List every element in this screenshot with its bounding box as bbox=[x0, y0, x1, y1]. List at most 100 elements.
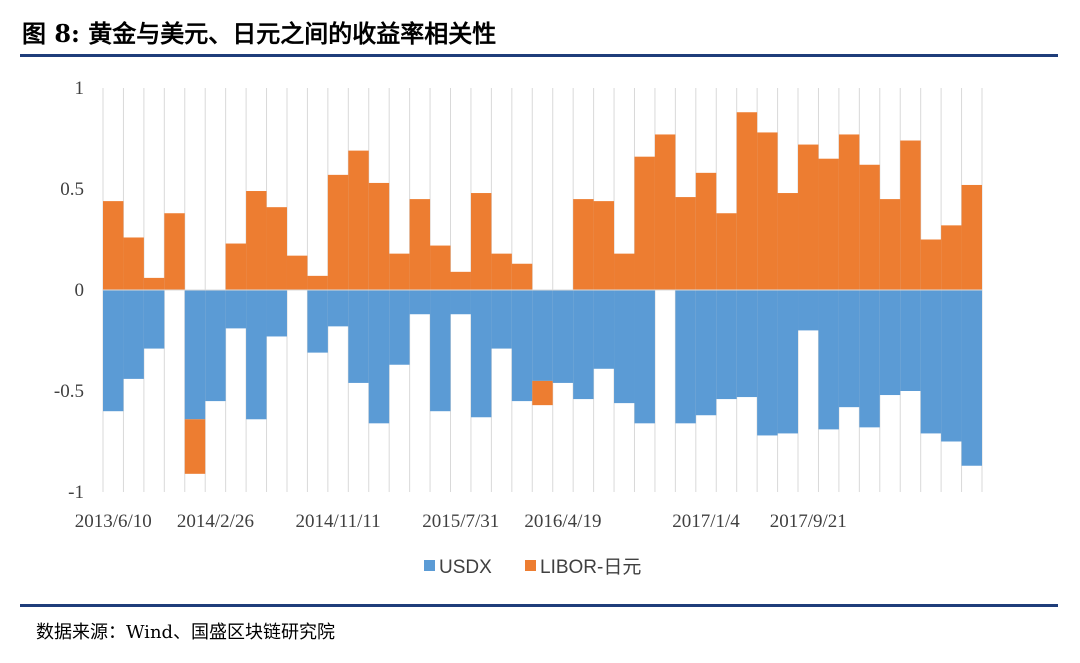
bar-libor-jpy bbox=[286, 255, 308, 290]
bar-usdx bbox=[327, 290, 349, 327]
bar-usdx bbox=[246, 290, 267, 420]
bar-libor-jpy bbox=[777, 193, 799, 290]
bar-usdx bbox=[266, 290, 287, 337]
bar-libor-jpy bbox=[123, 237, 144, 290]
bar-usdx bbox=[695, 290, 717, 416]
bar-libor-jpy bbox=[614, 253, 635, 290]
bar-usdx bbox=[348, 290, 369, 383]
y-tick-label: 1 bbox=[75, 78, 85, 99]
bar-libor-jpy bbox=[818, 158, 839, 290]
top-rule bbox=[20, 54, 1058, 57]
bar-usdx bbox=[511, 290, 533, 402]
bar-libor-jpy bbox=[941, 225, 962, 290]
bar-usdx bbox=[225, 290, 247, 329]
bar-libor-jpy bbox=[389, 253, 410, 290]
bar-libor-jpy bbox=[532, 380, 553, 406]
bar-libor-jpy bbox=[511, 263, 533, 290]
bar-usdx bbox=[143, 290, 165, 349]
bar-usdx bbox=[593, 290, 615, 369]
bar-usdx bbox=[879, 290, 901, 396]
x-tick-label: 2017/1/4 bbox=[672, 511, 740, 532]
bar-libor-jpy bbox=[920, 239, 942, 290]
bar-usdx bbox=[430, 290, 451, 412]
bar-libor-jpy bbox=[798, 144, 819, 290]
bar-libor-jpy bbox=[573, 199, 594, 290]
bar-usdx bbox=[450, 290, 471, 315]
bar-libor-jpy bbox=[225, 243, 247, 290]
bar-usdx bbox=[491, 290, 512, 349]
legend: USDX LIBOR-日元 bbox=[424, 557, 641, 578]
bar-usdx bbox=[798, 290, 819, 331]
bar-libor-jpy bbox=[184, 419, 206, 474]
bar-libor-jpy bbox=[757, 132, 778, 290]
bar-usdx bbox=[777, 290, 799, 434]
bar-usdx bbox=[307, 290, 328, 353]
bar-usdx bbox=[614, 290, 635, 404]
bar-libor-jpy bbox=[164, 213, 185, 290]
legend-label: USDX bbox=[439, 557, 492, 578]
bar-libor-jpy bbox=[654, 134, 676, 290]
x-tick-label: 2014/11/11 bbox=[296, 511, 381, 532]
bar-usdx bbox=[205, 290, 226, 402]
bar-libor-jpy bbox=[143, 277, 165, 290]
bar-usdx bbox=[838, 290, 860, 408]
bar-libor-jpy bbox=[634, 156, 655, 290]
bar-usdx bbox=[470, 290, 492, 418]
figure-title: 图 8: 黄金与美元、日元之间的收益率相关性 bbox=[22, 19, 497, 48]
bar-libor-jpy bbox=[859, 164, 880, 290]
x-tick-label: 2013/6/10 bbox=[75, 511, 152, 532]
x-tick-label: 2015/7/31 bbox=[422, 511, 499, 532]
bar-libor-jpy bbox=[327, 174, 349, 290]
bar-usdx bbox=[900, 290, 921, 391]
axes: 1 0.5 0 -0.5 -1 2013/6/10 2014/2/26 2014/11/11 2… bbox=[54, 78, 982, 532]
bar-libor-jpy bbox=[675, 197, 696, 290]
bar-libor-jpy bbox=[348, 150, 369, 290]
bar-usdx bbox=[818, 290, 839, 430]
bar-usdx bbox=[634, 290, 655, 424]
bar-libor-jpy bbox=[470, 193, 492, 290]
legend-swatch bbox=[525, 560, 536, 571]
y-tick-label: -1 bbox=[68, 482, 84, 503]
bar-libor-jpy bbox=[736, 112, 758, 291]
bar-usdx bbox=[532, 290, 553, 381]
bars bbox=[103, 112, 982, 474]
bar-usdx bbox=[389, 290, 410, 365]
bar-libor-jpy bbox=[716, 213, 737, 290]
bar-usdx bbox=[961, 290, 982, 466]
x-tick-label: 2014/2/26 bbox=[177, 511, 254, 532]
bar-usdx bbox=[552, 290, 574, 383]
x-tick-label: 2016/4/19 bbox=[524, 511, 601, 532]
bar-libor-jpy bbox=[409, 199, 431, 290]
source-note: 数据来源：Wind、国盛区块链研究院 bbox=[36, 622, 336, 643]
bar-libor-jpy bbox=[307, 275, 328, 290]
bar-usdx bbox=[123, 290, 144, 379]
y-tick-label: 0.5 bbox=[60, 179, 84, 200]
bar-libor-jpy bbox=[695, 172, 717, 290]
bar-libor-jpy bbox=[246, 191, 267, 290]
bar-usdx bbox=[573, 290, 594, 400]
bar-libor-jpy bbox=[879, 199, 901, 290]
bar-usdx bbox=[675, 290, 696, 424]
legend-swatch bbox=[424, 560, 435, 571]
y-tick-label: -0.5 bbox=[54, 381, 84, 402]
bar-usdx bbox=[409, 290, 431, 315]
bar-usdx bbox=[920, 290, 942, 434]
bar-usdx bbox=[184, 290, 206, 420]
bar-libor-jpy bbox=[900, 140, 921, 290]
bar-libor-jpy bbox=[103, 201, 124, 290]
bar-usdx bbox=[757, 290, 778, 436]
y-tick-label: 0 bbox=[75, 280, 85, 301]
bar-usdx bbox=[736, 290, 758, 398]
bar-usdx bbox=[859, 290, 880, 428]
bar-libor-jpy bbox=[450, 271, 471, 290]
bar-libor-jpy bbox=[266, 207, 287, 290]
bar-usdx bbox=[716, 290, 737, 400]
legend-label: LIBOR-日元 bbox=[540, 557, 641, 578]
x-tick-label: 2017/9/21 bbox=[770, 511, 847, 532]
bar-libor-jpy bbox=[491, 253, 512, 290]
bar-usdx bbox=[103, 290, 124, 412]
bar-usdx bbox=[368, 290, 390, 424]
bottom-rule bbox=[20, 604, 1058, 607]
bar-usdx bbox=[941, 290, 962, 442]
